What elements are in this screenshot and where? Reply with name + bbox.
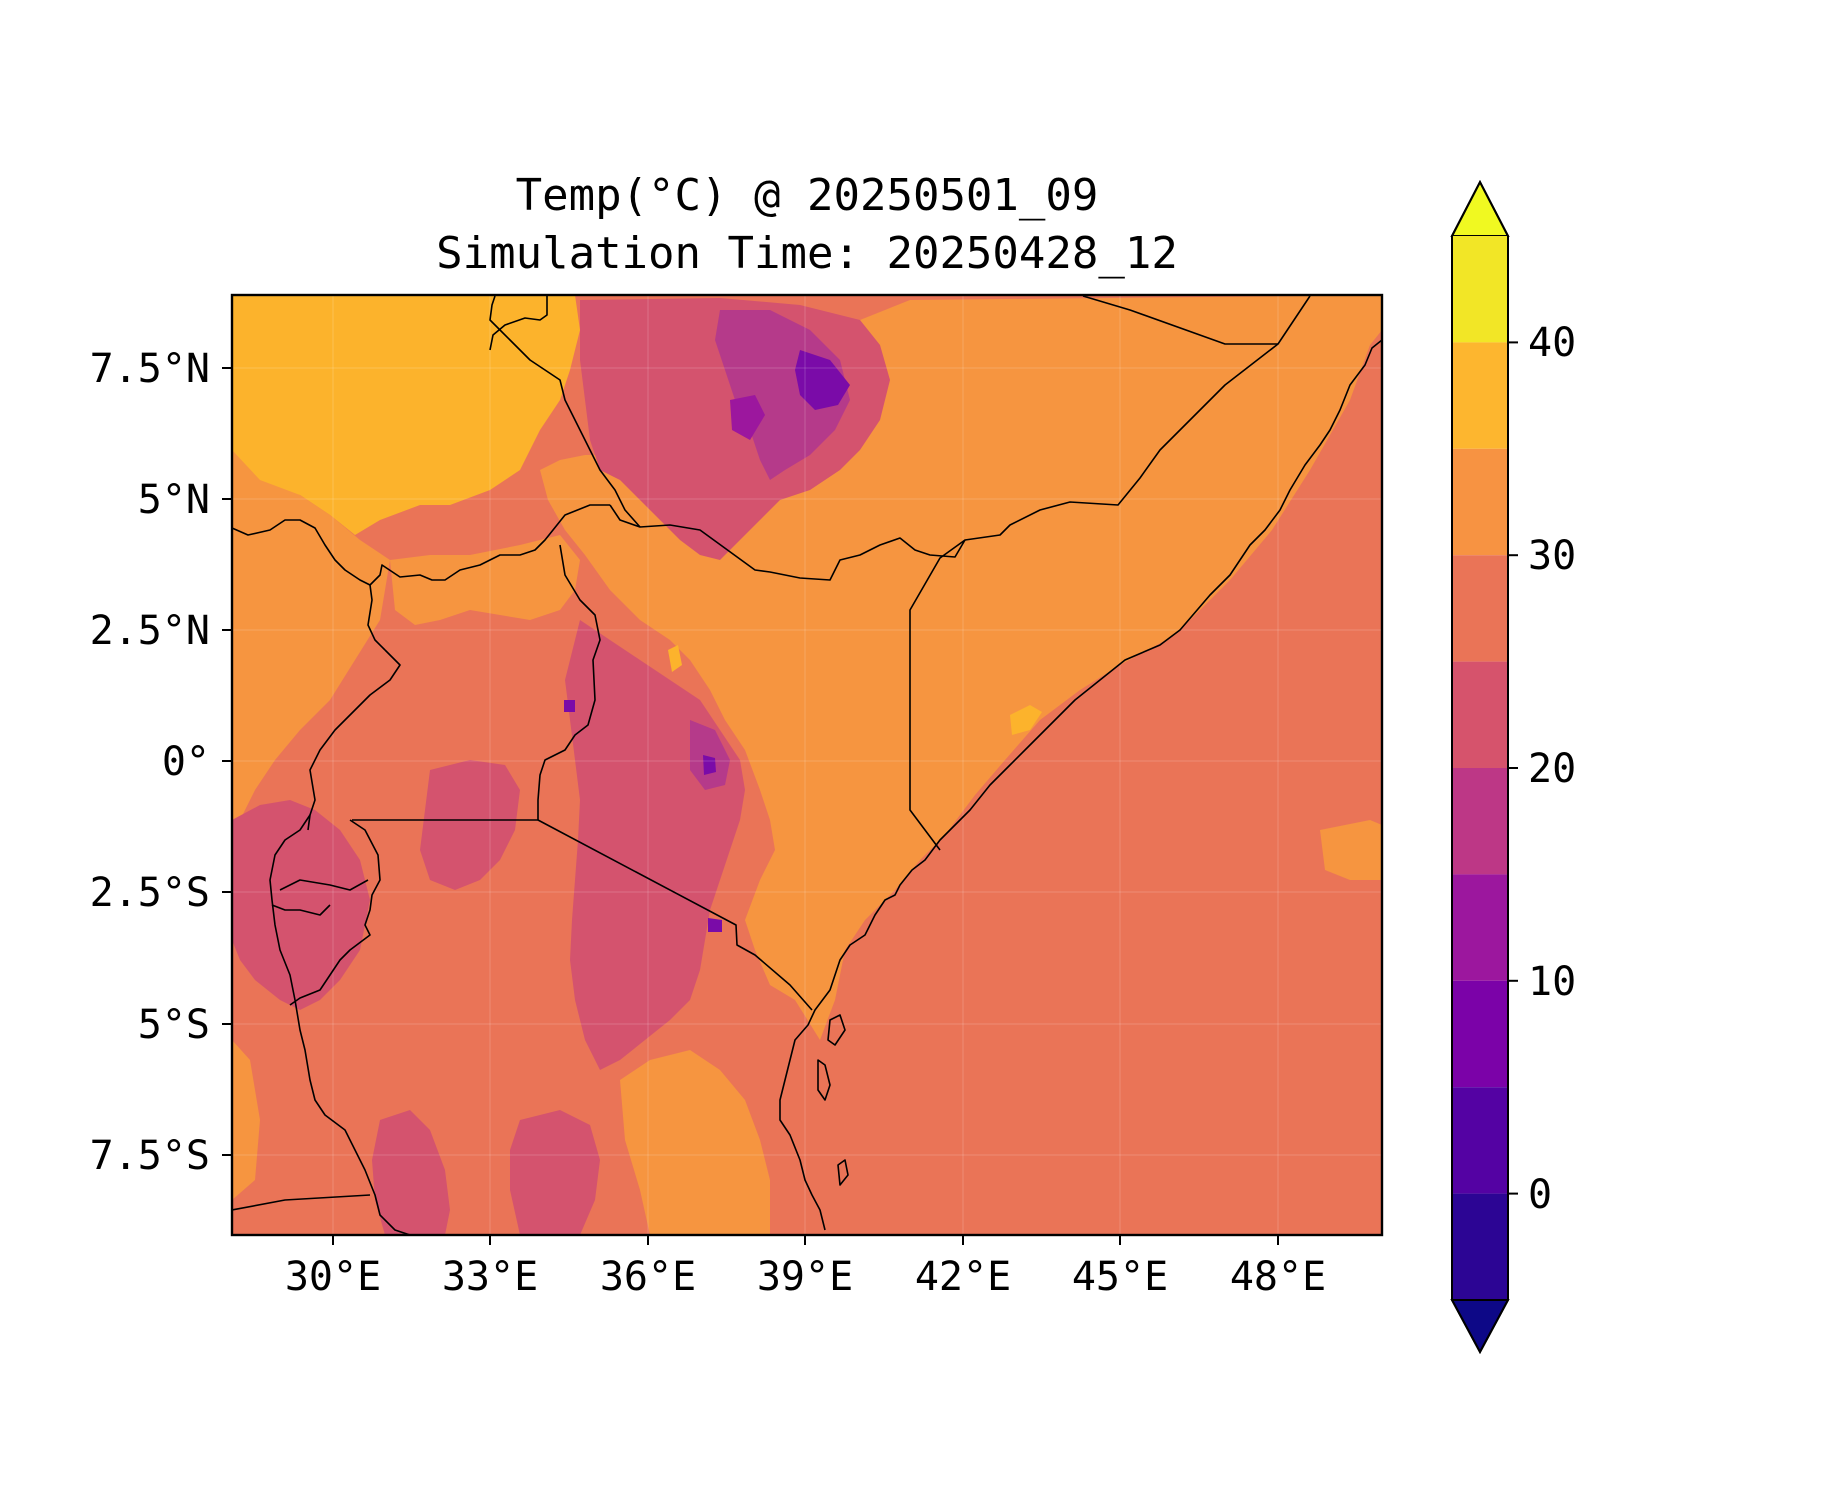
- summit-elgon: [564, 700, 575, 712]
- colorbar: 40 30 20 10 0: [1450, 179, 1576, 1355]
- summits-ethiopia-2: [730, 395, 765, 440]
- summits-ethiopia: [795, 350, 850, 410]
- colorbar-bin: [1452, 874, 1508, 981]
- y-axis: 7.5°N 5°N 2.5°N 0° 2.5°S 5°S 7.5°S: [90, 346, 232, 1179]
- colorbar-bin: [1452, 768, 1508, 875]
- hot-patch-somalia: [1010, 705, 1042, 735]
- colorbar-bin: [1452, 236, 1508, 343]
- colorbar-tick-label: 40: [1528, 320, 1576, 366]
- lowland-southwest: [232, 1040, 260, 1200]
- x-tick-label: 30°E: [285, 1254, 381, 1300]
- x-axis: 30°E 33°E 36°E 39°E 42°E 45°E 48°E: [285, 1235, 1326, 1300]
- y-tick-label: 7.5°N: [90, 346, 210, 392]
- y-tick-label: 2.5°N: [90, 608, 210, 654]
- hot-patch-kenya: [668, 645, 682, 672]
- summit-kilimanjaro: [708, 918, 722, 932]
- map-frame: [230, 293, 1384, 1237]
- highlands-west-rift: [232, 800, 370, 1010]
- x-tick-label: 36°E: [600, 1254, 696, 1300]
- lowland-tanzania: [620, 1050, 770, 1235]
- colorbar-tick-label: 20: [1528, 746, 1576, 792]
- colorbar-bin: [1452, 661, 1508, 768]
- lowland-uganda: [390, 535, 580, 625]
- warm-patch-ocean: [1320, 820, 1382, 880]
- peaks-kenya: [690, 720, 730, 790]
- map-area: [232, 295, 1382, 1235]
- colorbar-tick-label: 0: [1528, 1172, 1552, 1218]
- colorbar-bin: [1452, 342, 1508, 449]
- x-tick-label: 39°E: [757, 1254, 853, 1300]
- lowland-west: [232, 450, 390, 830]
- colorbar-outline: [1451, 179, 1509, 1355]
- colorbar-bin: [1452, 555, 1508, 662]
- highlands-south: [510, 1110, 600, 1235]
- x-tick-label: 33°E: [442, 1254, 538, 1300]
- highlands-victoria-west: [420, 760, 520, 890]
- graticule: [232, 295, 1382, 1235]
- colorbar-bin: [1452, 1087, 1508, 1194]
- colorbar-tick-label: 10: [1528, 959, 1576, 1005]
- colorbar-extend-min: [1450, 1299, 1510, 1355]
- x-tick-label: 45°E: [1072, 1254, 1168, 1300]
- y-tick-label: 0°: [162, 739, 210, 785]
- y-tick-label: 5°S: [138, 1002, 210, 1048]
- country-borders: [232, 295, 1382, 1235]
- peaks-ethiopia: [715, 310, 850, 480]
- x-tick-label: 42°E: [915, 1254, 1011, 1300]
- y-tick-label: 2.5°S: [90, 870, 210, 916]
- colorbar-bin: [1452, 1193, 1508, 1300]
- x-tick-label: 48°E: [1230, 1254, 1326, 1300]
- colorbar-bin: [1452, 980, 1508, 1088]
- colorbar-tick-label: 30: [1528, 533, 1576, 579]
- map-title-line1: Temp(°C) @ 20250501_09: [516, 170, 1099, 221]
- colorbar-bin: [1452, 448, 1508, 556]
- y-tick-label: 7.5°S: [90, 1133, 210, 1179]
- summit-mount-kenya: [703, 755, 716, 775]
- hot-desert-north: [232, 295, 580, 535]
- highlands-southwest: [372, 1110, 450, 1235]
- map-title-line2: Simulation Time: 20250428_12: [436, 228, 1178, 279]
- colorbar-extend-max: [1450, 179, 1510, 237]
- y-tick-label: 5°N: [138, 477, 210, 523]
